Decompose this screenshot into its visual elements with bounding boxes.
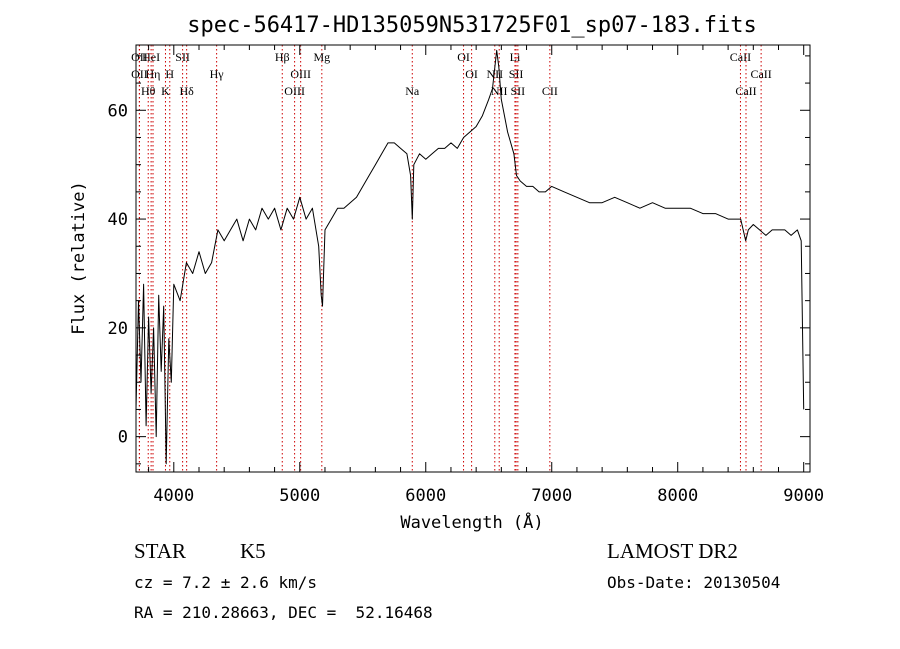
marker-label-4: Mg [313,50,330,64]
marker-label-12: OIII [290,67,311,81]
x-axis-label: Wavelength (Å) [400,511,543,533]
marker-label-8: OII [131,67,148,81]
x-tick-label-1: 5000 [279,486,320,506]
marker-label-19: Hδ [179,84,194,98]
spectrum-line [135,49,805,465]
object-subclass-label: K5 [240,539,266,563]
y-tick-label-2: 40 [108,210,128,230]
marker-label-21: Na [405,84,420,98]
obs-date-label: Obs-Date: 20130504 [607,573,781,592]
marker-label-17: Hθ [141,84,156,98]
marker-label-13: OI [465,67,478,81]
marker-label-25: CaII [735,84,756,98]
y-tick-label-0: 0 [118,428,128,448]
spectrum-series [135,49,805,465]
marker-label-6: Li [510,50,521,64]
marker-label-2: SII [175,50,190,64]
survey-label: LAMOST DR2 [607,539,738,563]
x-tick-label-5: 9000 [783,486,824,506]
x-tick-label-3: 7000 [531,486,572,506]
marker-label-18: K [161,84,170,98]
chart-title: spec-56417-HD135059N531725F01_sp07-183.f… [187,13,757,38]
marker-label-24: CII [542,84,558,98]
marker-label-10: H [165,67,174,81]
plot-area-frame [135,44,811,473]
axis-ticks: 4000 5000 6000 7000 8000 9000 0 20 40 60 [108,45,824,506]
marker-label-15: SII [509,67,524,81]
object-class-label: STAR [134,539,186,563]
coordinates-label: RA = 210.28663, DEC = 52.16468 [134,603,433,622]
redshift-label: cz = 7.2 ± 2.6 km/s [134,573,318,592]
x-tick-label-2: 6000 [405,486,446,506]
marker-label-1: HeI [142,50,160,64]
marker-label-7: CaII [730,50,751,64]
x-tick-label-0: 4000 [153,486,194,506]
marker-label-20: OIII [284,84,305,98]
y-axis-label: Flux (relative) [69,181,89,335]
marker-label-16: CaII [750,67,771,81]
marker-label-9: Hη [146,67,161,81]
marker-label-3: Hβ [275,50,290,64]
y-tick-label-3: 60 [108,101,128,121]
marker-label-5: OI [457,50,470,64]
y-tick-label-1: 20 [108,319,128,339]
marker-label-23: SII [511,84,526,98]
marker-label-22: NII [491,84,508,98]
marker-label-11: Hγ [210,67,225,81]
x-tick-label-4: 8000 [657,486,698,506]
